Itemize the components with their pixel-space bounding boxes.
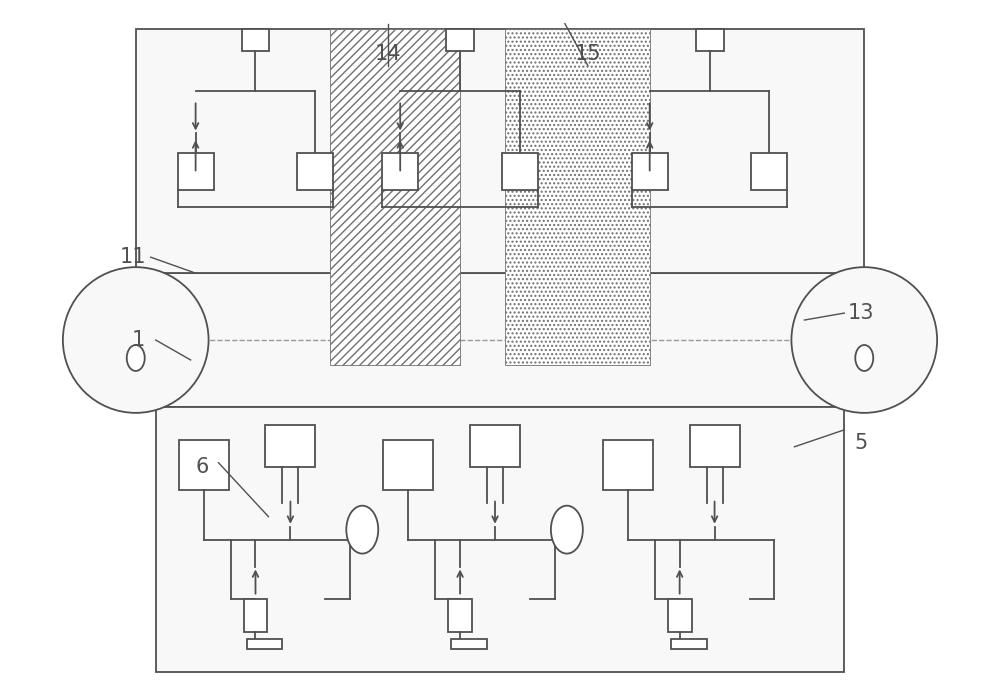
Text: 11: 11 [119,247,146,267]
Bar [696,28,724,51]
Bar [603,440,653,490]
Bar [671,639,707,649]
Bar [451,639,487,649]
Bar [446,28,474,51]
Bar [632,154,668,190]
Circle shape [791,267,937,413]
Bar [247,639,282,649]
Bar [244,600,267,632]
Bar [470,425,520,467]
Bar [382,154,418,190]
Bar [448,600,472,632]
Bar [136,28,864,273]
Text: 15: 15 [575,44,601,63]
Bar [690,425,740,467]
Bar [330,28,460,365]
Ellipse shape [551,506,583,554]
Bar [383,440,433,490]
Text: 5: 5 [855,433,868,453]
Bar [242,28,269,51]
Bar [178,154,214,190]
Ellipse shape [127,345,145,371]
Bar [668,600,692,632]
Ellipse shape [346,506,378,554]
Bar [502,154,538,190]
Text: 1: 1 [132,330,145,350]
Text: 6: 6 [196,457,209,477]
Bar [265,425,315,467]
Bar [179,440,229,490]
Bar [297,154,333,190]
Text: 14: 14 [375,44,401,63]
Ellipse shape [855,345,873,371]
Bar [751,154,787,190]
Text: 13: 13 [848,303,875,323]
Bar [505,28,650,365]
Bar [156,407,844,672]
Bar [136,273,864,407]
Circle shape [63,267,209,413]
